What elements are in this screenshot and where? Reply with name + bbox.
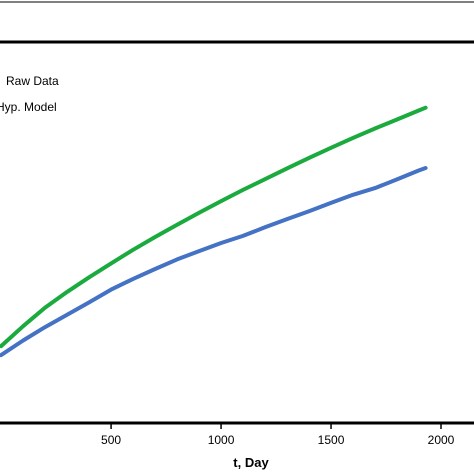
x-tick-label: 2000 [428, 433, 455, 447]
series-line-hyp-model [0, 105, 428, 349]
x-axis-ticks: 500 1000 1500 2000 [101, 423, 455, 447]
legend: Raw Data Hyp. Model [0, 74, 59, 114]
legend-label-raw-data: Raw Data [6, 74, 59, 88]
x-tick-label: 1000 [208, 433, 235, 447]
series-line-raw-data [0, 166, 428, 358]
series-layer [0, 105, 428, 358]
x-tick-label: 1500 [318, 433, 345, 447]
legend-label-hyp-model: Hyp. Model [0, 100, 57, 114]
x-axis-title: t, Day [233, 455, 269, 470]
x-tick-label: 500 [101, 433, 121, 447]
